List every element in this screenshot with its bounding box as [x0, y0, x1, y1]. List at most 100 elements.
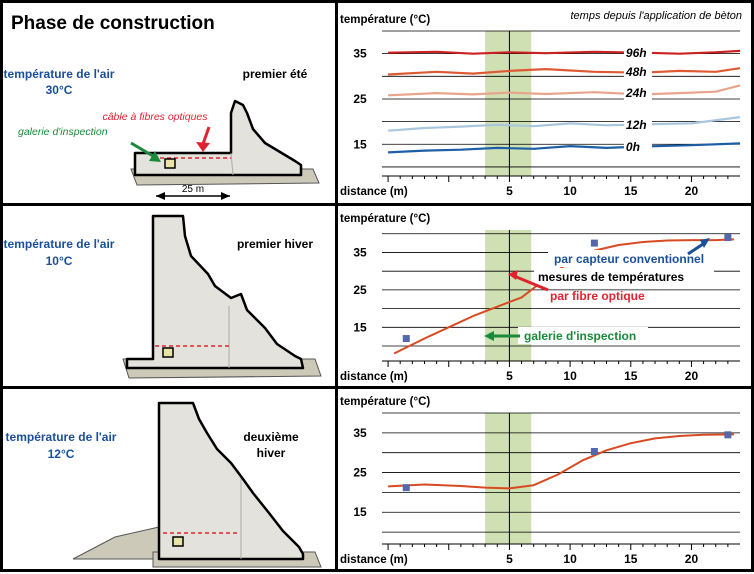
panel-second-winter: température de l'air 12°C deuxième hiver [0, 386, 338, 572]
season-label-line1: deuxième [243, 430, 299, 444]
fibre-arrow-head-icon [508, 270, 518, 280]
series-line [388, 116, 741, 132]
annotation-gallery: galerie d'inspection [524, 329, 636, 343]
series-label-bg [623, 117, 652, 132]
temperature-chart-first-winter: 5 10 15 20 15 25 35 distance (m) température (°C… [340, 213, 740, 383]
series-label: 24h [625, 86, 647, 100]
y-tick-label: 25 [353, 466, 367, 480]
air-temp-label: température de l'air [4, 237, 115, 251]
series-line [388, 84, 741, 97]
gallery-label: galerie d'inspection [18, 126, 108, 138]
cable-arrow-head-icon [196, 142, 210, 152]
y-tick-label: 15 [353, 505, 367, 519]
series-label: 48h [625, 65, 647, 79]
x-tick-label: 15 [624, 184, 638, 198]
gallery-arrow-head-icon [484, 331, 494, 341]
inspection-gallery [172, 536, 184, 547]
air-temp-value: 12°C [48, 447, 75, 461]
sensor-point [402, 335, 410, 343]
x-tick-label: 5 [506, 184, 513, 198]
backfill [72, 526, 160, 560]
y-tick-label: 25 [353, 283, 367, 297]
conventional-arrow-head-icon [700, 238, 710, 248]
x-tick-label: 20 [685, 184, 699, 198]
dam-diagram-summer: Phase de construction température de l'a… [4, 13, 320, 200]
panel-first-summer: Phase de construction température de l'a… [0, 0, 338, 206]
scale-right-arrow-icon [221, 192, 230, 200]
y-axis-label: température (°C) [340, 213, 430, 225]
season-label: premier été [243, 67, 308, 81]
sensor-point [724, 431, 732, 439]
y-tick-label: 15 [353, 137, 367, 151]
annotation-bg [518, 327, 648, 344]
series-label-bg [623, 86, 652, 101]
cable-arrow [201, 126, 211, 145]
annotation-bg [548, 250, 740, 267]
air-temp-label: température de l'air [4, 67, 115, 81]
y-axis-label: température (°C) [340, 396, 430, 408]
y-tick-label: 35 [353, 47, 367, 61]
x-tick-label: 5 [506, 369, 513, 383]
series-line [388, 67, 741, 76]
dam-diagram-first-winter: température de l'air 10°C premier hiver [4, 214, 322, 379]
sensor-point [590, 448, 598, 456]
x-tick-label: 5 [506, 552, 513, 566]
x-tick-label: 10 [563, 369, 577, 383]
fibre-arrow [513, 274, 549, 292]
x-tick-label: 20 [685, 369, 699, 383]
series-line [388, 142, 741, 154]
air-temp-label: température de l'air [6, 430, 117, 444]
panel-first-winter: température de l'air 10°C premier hiver [0, 203, 338, 389]
legend-title: temps depuis l'application de bèton [571, 10, 743, 22]
season-label: premier hiver [237, 237, 313, 251]
dam-body [133, 99, 303, 177]
series-label-bg [623, 140, 652, 154]
dam-body [157, 401, 305, 561]
season-label-line2: hiver [257, 446, 286, 460]
gallery-arrow [130, 141, 154, 158]
series-label-bg [623, 45, 652, 60]
annotation-measures: mesures de températures [538, 270, 684, 284]
temperature-chart-second-winter: 5 10 15 20 15 25 35 distance (m) température (°C… [340, 396, 740, 566]
y-tick-label: 35 [353, 426, 367, 440]
gallery-band [485, 413, 532, 544]
annotation-conventional: par capteur conventionnel [554, 252, 704, 266]
series-line [388, 49, 741, 55]
chart-panel-1: 5 10 15 20 15 25 35 distance (m) température (°C… [335, 0, 754, 206]
series-label: 96h [626, 46, 647, 60]
y-tick-label: 35 [353, 245, 367, 259]
scale-label: 25 m [182, 184, 204, 195]
gallery-band [485, 31, 532, 176]
sensor-point [590, 239, 598, 247]
dam-diagram-second-winter: température de l'air 12°C deuxième hiver [6, 401, 322, 568]
dam-body [125, 214, 305, 370]
chart-panel-2: 5 10 15 20 15 25 35 distance (m) température (°C… [335, 203, 754, 389]
air-temp-value: 10°C [46, 254, 73, 268]
x-axis-label: distance (m) [340, 186, 408, 198]
page-title: Phase de construction [11, 13, 215, 34]
air-temp-value: 30°C [46, 83, 73, 97]
inspection-gallery [162, 347, 174, 358]
gallery-arrow-head-icon [149, 151, 161, 162]
y-tick-label: 15 [353, 320, 367, 334]
y-axis-label: température (°C) [340, 14, 430, 26]
chart-panel-3: 5 10 15 20 15 25 35 distance (m) température (°C… [335, 386, 754, 572]
cable-label: câble à fibres optiques [102, 111, 208, 123]
series-line [388, 433, 734, 490]
x-tick-label: 15 [624, 369, 638, 383]
x-axis-label: distance (m) [340, 554, 408, 566]
series-label: 0h [626, 140, 640, 154]
dam-joint [230, 152, 234, 176]
x-tick-label: 10 [563, 552, 577, 566]
x-tick-label: 20 [685, 552, 699, 566]
series-label-bg [623, 64, 652, 79]
series-label: 12h [626, 118, 647, 132]
inspection-gallery [164, 158, 176, 169]
annotation-fibre: par fibre optique [550, 289, 645, 303]
x-axis-label: distance (m) [340, 371, 408, 383]
sensor-point [724, 233, 732, 241]
sensor-point [402, 484, 410, 492]
temperature-chart-first-summer: 5 10 15 20 15 25 35 distance (m) température (°C… [340, 10, 743, 198]
x-tick-label: 10 [563, 184, 577, 198]
